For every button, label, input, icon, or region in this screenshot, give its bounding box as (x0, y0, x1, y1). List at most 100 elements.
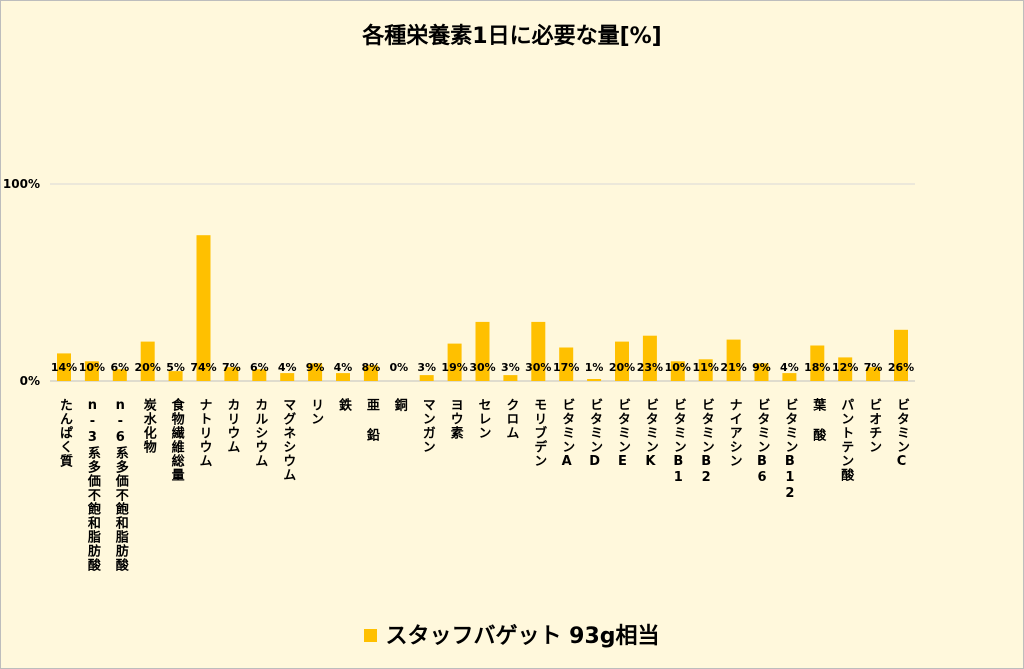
data-label: 21% (720, 361, 746, 374)
bar (475, 321, 490, 381)
category-label: カリウム (224, 398, 240, 454)
category-label: ビタミンB6 (754, 398, 770, 486)
bar (140, 341, 155, 381)
bar (280, 373, 295, 381)
data-label: 4% (278, 361, 297, 374)
bar (838, 357, 853, 381)
category-label: ビタミンK (642, 398, 658, 470)
data-label: 8% (362, 361, 381, 374)
bar (112, 369, 127, 381)
data-label: 6% (110, 361, 129, 374)
bar (84, 361, 99, 381)
data-label: 12% (832, 361, 858, 374)
bar (168, 371, 183, 381)
data-label: 26% (888, 361, 914, 374)
legend-swatch (364, 628, 378, 642)
bar (336, 373, 350, 381)
data-label: 7% (222, 361, 241, 374)
bar (587, 379, 602, 381)
category-label: n-3系多価不飽和脂肪酸 (84, 398, 100, 572)
category-label: クロム (503, 398, 519, 440)
category-label: ナイアシン (726, 398, 742, 468)
bar (866, 367, 881, 381)
data-label: 4% (334, 361, 353, 374)
bar (754, 363, 769, 381)
data-label: 11% (693, 361, 719, 374)
bar (810, 345, 825, 381)
bar (224, 367, 239, 381)
bar (670, 361, 685, 381)
category-label: セレン (475, 398, 491, 440)
data-label: 5% (166, 361, 185, 374)
data-label: 30% (525, 361, 551, 374)
data-label: 9% (752, 361, 771, 374)
category-label: マグネシウム (280, 398, 296, 482)
data-label: 10% (79, 361, 105, 374)
data-label: 10% (665, 361, 691, 374)
data-label: 1% (585, 361, 604, 374)
chart-title: 各種栄養素1日に必要な量[%] (362, 24, 662, 49)
data-label: 74% (190, 361, 216, 374)
bar (419, 375, 434, 381)
bar (615, 341, 629, 381)
category-label: n-6系多価不飽和脂肪酸 (112, 398, 128, 572)
data-label: 18% (804, 361, 830, 374)
category-label: ビタミンB12 (782, 398, 798, 502)
bar (782, 373, 797, 381)
bar (503, 375, 518, 381)
bar (698, 359, 713, 381)
data-label: 7% (864, 361, 883, 374)
category-label: 亜 鉛 (363, 398, 379, 442)
bar (894, 329, 908, 381)
legend: スタッフバゲット 93g相当 (0, 618, 1024, 650)
y-tick-100: 100% (3, 177, 40, 191)
data-label: 14% (51, 361, 77, 374)
category-label: パントテン酸 (838, 398, 854, 482)
legend-label: スタッフバゲット 93g相当 (385, 624, 660, 649)
data-label: 6% (250, 361, 269, 374)
category-label: カルシウム (252, 398, 268, 468)
bar (559, 347, 574, 381)
category-label: ビタミンD (587, 398, 603, 470)
data-label: 0% (389, 361, 408, 374)
data-label: 20% (135, 361, 161, 374)
category-label: ビオチン (866, 398, 882, 454)
bar (252, 369, 267, 381)
category-label: ビタミンC (894, 398, 909, 470)
bar (447, 343, 462, 381)
data-label: 19% (441, 361, 467, 374)
category-label: 銅 (391, 398, 407, 412)
bar (642, 335, 657, 381)
category-label: ビタミンA (559, 398, 575, 470)
bar (57, 353, 71, 381)
data-label: 3% (501, 361, 520, 374)
bar (531, 321, 546, 381)
bar (726, 339, 741, 381)
category-label: 鉄 (336, 398, 351, 412)
category-label: 葉 酸 (810, 398, 826, 442)
data-label: 4% (780, 361, 799, 374)
category-label: ヨウ素 (447, 398, 463, 440)
category-label: 食物繊維総量 (168, 398, 184, 482)
category-label: ビタミンE (615, 398, 630, 470)
category-label: たんぱく質 (57, 398, 72, 468)
category-label: マンガン (419, 398, 435, 454)
data-label: 20% (609, 361, 635, 374)
category-label: ビタミンB1 (670, 398, 686, 486)
category-label: ナトリウム (196, 398, 212, 468)
data-label: 23% (637, 361, 663, 374)
category-label: ビタミンB2 (698, 398, 714, 486)
data-label: 3% (417, 361, 436, 374)
bar (308, 363, 323, 381)
data-label: 17% (553, 361, 579, 374)
y-tick-0: 0% (20, 374, 40, 388)
bar (363, 365, 378, 381)
data-label: 30% (469, 361, 495, 374)
category-label: モリブデン (531, 398, 547, 468)
bar (196, 235, 211, 381)
category-label: リン (308, 398, 324, 426)
data-label: 9% (306, 361, 325, 374)
category-label: 炭水化物 (140, 398, 156, 454)
